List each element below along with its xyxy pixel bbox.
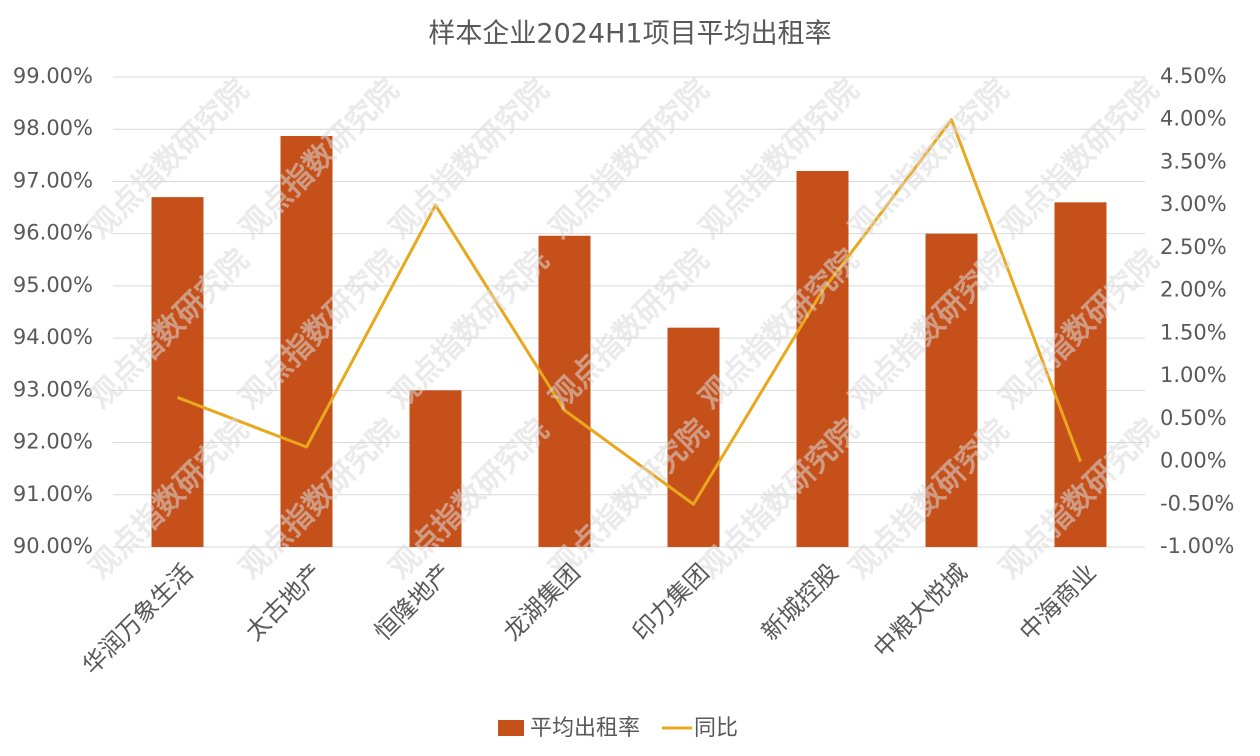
x-tick-label: 华润万象生活 [77,558,199,680]
line [176,118,1082,506]
y2-tick-label: -0.50% [1160,491,1234,515]
y-tick-label: 91.00% [13,482,93,506]
y2-tick-label: 1.00% [1160,363,1227,387]
y-tick-label: 92.00% [13,430,93,454]
watermark: 观点指数研究院 [383,73,556,246]
x-tick-label: 中粮大悦城 [868,558,973,663]
y2-tick-label: 0.50% [1160,406,1227,430]
bar [796,171,849,547]
y-tick-label: 97.00% [13,168,93,192]
y2-tick-label: 2.50% [1160,235,1227,259]
y2-tick-label: 2.00% [1160,278,1227,302]
y2-tick-label: 0.00% [1160,449,1227,473]
bar [151,197,204,547]
y2-tick-label: 3.00% [1160,192,1227,216]
legend-swatch [498,720,524,736]
bar [925,233,978,547]
bar [280,136,333,547]
y-tick-label: 96.00% [13,221,93,245]
y2-tick-label: 3.50% [1160,149,1227,173]
legend-label: 平均出租率 [530,716,640,741]
x-tick-label: 新城控股 [756,558,844,646]
watermark: 观点指数研究院 [383,413,556,586]
y-tick-label: 93.00% [13,377,93,401]
y-tick-label: 99.00% [13,64,93,88]
legend-label: 同比 [694,716,738,741]
y2-tick-label: 4.00% [1160,107,1227,131]
x-tick-label: 印力集团 [627,558,715,646]
y2-tick-label: 1.50% [1160,320,1227,344]
y-tick-label: 98.00% [13,116,93,140]
chart-title: 样本企业2024H1项目平均出租率 [428,19,831,50]
y-tick-label: 90.00% [13,534,93,558]
y-tick-label: 94.00% [13,325,93,349]
y2-tick-label: 4.50% [1160,64,1227,88]
bar [1054,202,1107,548]
y2-tick-label: -1.00% [1160,534,1234,558]
x-tick-label: 龙湖集团 [498,558,586,646]
watermark: 观点指数研究院 [543,73,716,246]
y-tick-label: 95.00% [13,273,93,297]
bar [667,327,720,547]
bar [409,390,462,547]
bar [538,235,591,547]
